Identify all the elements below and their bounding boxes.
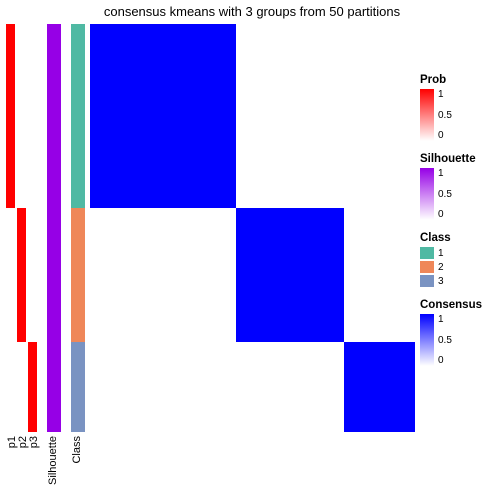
legend-class: Class123 — [420, 232, 498, 287]
chart-title: consensus kmeans with 3 groups from 50 p… — [0, 4, 504, 19]
heatmap-cell — [344, 342, 416, 432]
annotation-p3 — [28, 24, 37, 432]
legend-area: Prob10.50 Silhouette10.50 Class123 Consensu… — [420, 74, 498, 378]
axis-label-Class: Class — [71, 436, 85, 464]
axis-label-p3: p3 — [28, 436, 37, 448]
heatmap-cell — [90, 342, 236, 432]
legend-prob: Prob10.50 — [420, 74, 498, 141]
heatmap-cell — [236, 24, 343, 208]
silhouette-column — [47, 24, 61, 432]
plot-area — [6, 24, 415, 432]
heatmap-cell — [90, 208, 236, 343]
annotation-p2 — [17, 24, 26, 432]
axis-label-p1: p1 — [6, 436, 15, 448]
heatmap-cell — [236, 342, 343, 432]
heatmap-cell — [344, 208, 416, 343]
legend-consensus: Consensus10.50 — [420, 299, 498, 366]
heatmap-cell — [344, 24, 416, 208]
consensus-heatmap — [90, 24, 415, 432]
axis-label-Silhouette: Silhouette — [47, 436, 61, 485]
chart-container: consensus kmeans with 3 groups from 50 p… — [0, 0, 504, 504]
heatmap-cell — [90, 24, 236, 208]
class-column — [71, 24, 85, 432]
axis-label-p2: p2 — [17, 436, 26, 448]
legend-silhouette: Silhouette10.50 — [420, 153, 498, 220]
x-axis-labels: p1p2p3 Silhouette Class — [6, 436, 87, 485]
annotation-p1 — [6, 24, 15, 432]
heatmap-cell — [236, 208, 343, 343]
